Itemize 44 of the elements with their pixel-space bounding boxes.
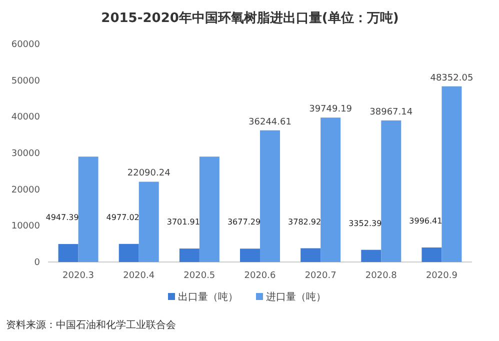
bar xyxy=(361,250,382,262)
data-label: 36244.61 xyxy=(248,117,292,128)
x-tick-label: 2020.5 xyxy=(184,271,216,281)
x-tick-label: 2020.9 xyxy=(426,271,458,281)
bar xyxy=(381,120,402,262)
data-label: 3996.41 xyxy=(409,216,442,226)
data-label: 48352.05 xyxy=(430,73,474,84)
bar xyxy=(300,248,321,262)
data-label: 22090.24 xyxy=(127,168,171,179)
legend-label: 出口量（吨） xyxy=(178,291,238,303)
chart-title: 2015-2020年中国环氧树脂进出口量(单位：万吨) xyxy=(101,10,399,26)
bar xyxy=(179,248,200,262)
bar xyxy=(199,156,220,262)
bar xyxy=(442,86,462,262)
bar xyxy=(138,182,159,262)
bar xyxy=(118,244,139,262)
x-tick-label: 2020.4 xyxy=(123,271,155,281)
y-tick-label: 0 xyxy=(34,258,40,268)
x-tick-label: 2020.6 xyxy=(244,271,276,281)
y-tick-label: 50000 xyxy=(11,76,40,86)
x-tick-label: 2020.8 xyxy=(365,271,398,281)
bar xyxy=(78,156,98,262)
data-label: 4947.39 xyxy=(46,213,79,222)
y-tick-label: 40000 xyxy=(11,112,40,123)
bar xyxy=(320,118,341,262)
y-tick-label: 30000 xyxy=(11,149,40,159)
bar xyxy=(422,247,442,262)
x-tick-label: 2020.3 xyxy=(62,271,94,281)
data-label: 3677.29 xyxy=(227,218,261,227)
data-label: 3701.91 xyxy=(166,218,200,227)
bar xyxy=(260,130,280,262)
data-label: 3352.39 xyxy=(348,218,382,228)
data-label: 4977.02 xyxy=(106,212,140,222)
bar xyxy=(58,244,78,262)
bar xyxy=(240,248,260,262)
text: 资料来源：中国石油和化学工业联合会 xyxy=(6,319,176,331)
data-label: 3782.92 xyxy=(288,217,322,226)
data-label: 39749.19 xyxy=(309,104,352,115)
y-tick-label: 10000 xyxy=(11,222,40,232)
y-tick-label: 60000 xyxy=(11,40,40,50)
legend-label: 进口量（吨） xyxy=(266,291,326,303)
x-tick-label: 2020.7 xyxy=(304,271,336,281)
data-label: 38967.14 xyxy=(370,107,413,118)
y-tick-label: 20000 xyxy=(11,185,40,196)
